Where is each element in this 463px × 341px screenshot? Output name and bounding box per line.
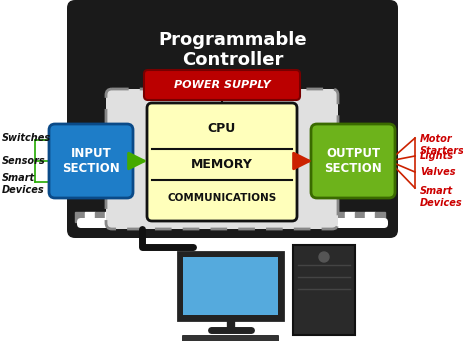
Bar <box>215 212 225 222</box>
Bar <box>275 212 285 222</box>
Text: Smart
Devices: Smart Devices <box>420 186 463 208</box>
Text: INPUT
SECTION: INPUT SECTION <box>62 147 120 175</box>
Bar <box>285 212 295 222</box>
Bar <box>75 212 85 222</box>
Text: Programmable
Controller: Programmable Controller <box>158 31 307 70</box>
Bar <box>315 212 325 222</box>
Bar <box>115 212 125 222</box>
FancyBboxPatch shape <box>67 0 398 238</box>
Bar <box>165 212 175 222</box>
Bar <box>345 212 355 222</box>
Text: Motor
Starters: Motor Starters <box>420 134 463 155</box>
FancyBboxPatch shape <box>183 257 278 315</box>
Bar <box>85 212 95 222</box>
FancyBboxPatch shape <box>77 218 388 228</box>
Bar <box>105 212 115 222</box>
Text: Sensors: Sensors <box>2 156 46 166</box>
Bar <box>155 212 165 222</box>
Bar <box>375 212 385 222</box>
Text: Lights: Lights <box>420 151 454 161</box>
Text: COMMUNICATIONS: COMMUNICATIONS <box>168 193 276 203</box>
Bar <box>255 212 265 222</box>
Bar <box>295 212 305 222</box>
FancyBboxPatch shape <box>311 124 395 198</box>
FancyBboxPatch shape <box>144 70 300 100</box>
Bar <box>205 212 215 222</box>
Bar <box>325 212 335 222</box>
FancyBboxPatch shape <box>49 124 133 198</box>
Bar <box>135 212 145 222</box>
Text: MEMORY: MEMORY <box>191 158 253 171</box>
Circle shape <box>319 252 329 262</box>
Bar <box>175 212 185 222</box>
Bar <box>185 212 195 222</box>
Text: CPU: CPU <box>208 122 236 135</box>
FancyBboxPatch shape <box>147 103 297 221</box>
Bar <box>95 212 105 222</box>
Bar <box>245 212 255 222</box>
Bar <box>235 212 245 222</box>
Bar <box>195 212 205 222</box>
Bar <box>125 212 135 222</box>
FancyBboxPatch shape <box>293 245 355 335</box>
FancyBboxPatch shape <box>106 89 338 229</box>
Text: OUTPUT
SECTION: OUTPUT SECTION <box>324 147 382 175</box>
Text: Switches: Switches <box>2 133 51 143</box>
Text: POWER SUPPLY: POWER SUPPLY <box>174 80 270 90</box>
Text: Smart
Devices: Smart Devices <box>2 173 44 195</box>
Bar <box>355 212 365 222</box>
Bar <box>305 212 315 222</box>
Bar <box>225 212 235 222</box>
FancyBboxPatch shape <box>182 335 279 341</box>
Bar <box>145 212 155 222</box>
Text: Valves: Valves <box>420 167 456 177</box>
Bar <box>265 212 275 222</box>
Bar <box>335 212 345 222</box>
Bar <box>365 212 375 222</box>
FancyBboxPatch shape <box>178 252 283 320</box>
